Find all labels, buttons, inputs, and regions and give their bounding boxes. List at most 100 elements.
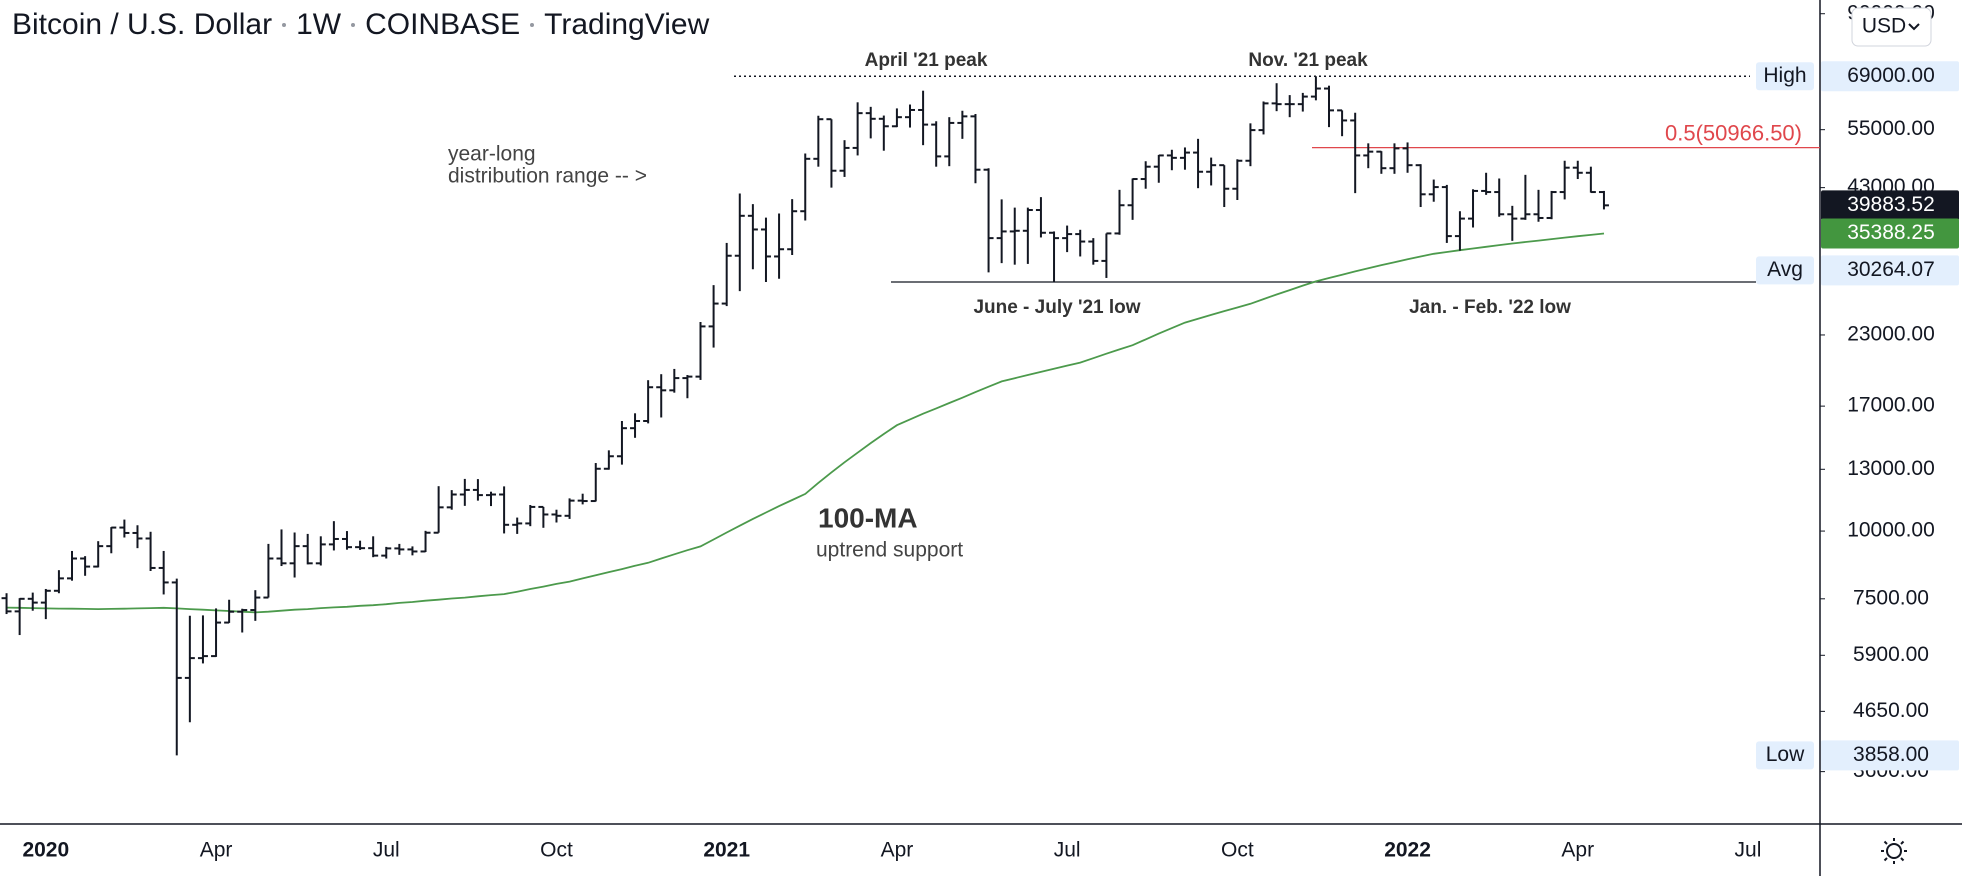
ohlc-bar bbox=[459, 478, 470, 506]
ohlc-bar bbox=[197, 615, 208, 664]
ohlc-bar bbox=[394, 543, 405, 555]
ohlc-bar bbox=[538, 505, 549, 528]
ohlc-bar bbox=[603, 450, 614, 470]
ohlc-bar bbox=[643, 380, 654, 424]
ohlc-bar bbox=[472, 479, 483, 501]
ohlc-bar bbox=[1585, 166, 1596, 194]
x-tick-label: 2020 bbox=[22, 839, 69, 862]
ohlc-bar bbox=[1376, 150, 1387, 174]
title-separator bbox=[530, 23, 535, 27]
ohlc-bar bbox=[368, 536, 379, 558]
tag-name-box bbox=[1756, 62, 1814, 91]
ohlc-bar bbox=[119, 519, 130, 538]
ohlc-bar bbox=[355, 540, 366, 550]
ohlc-bar bbox=[40, 588, 51, 620]
x-tick-label: 2022 bbox=[1384, 839, 1431, 862]
ohlc-bar bbox=[1062, 225, 1073, 253]
ohlc-bar bbox=[1402, 142, 1413, 173]
ohlc-bar bbox=[525, 505, 536, 527]
ohlc-bar bbox=[1009, 207, 1020, 265]
ohlc-bar bbox=[145, 531, 156, 572]
title-separator bbox=[282, 23, 287, 27]
ohlc-bar bbox=[315, 536, 326, 566]
chevron-icon bbox=[1908, 23, 1920, 31]
ohlc-bar bbox=[839, 140, 850, 177]
ohlc-bar bbox=[918, 90, 929, 146]
ohlc-bar bbox=[1219, 164, 1230, 208]
ohlc-bar bbox=[1546, 190, 1557, 220]
ohlc-bar bbox=[341, 531, 352, 550]
annotation: 100-MA bbox=[818, 502, 918, 533]
ohlc-bar bbox=[250, 590, 261, 621]
ohlc-bar bbox=[224, 599, 235, 624]
settings-icon[interactable] bbox=[1881, 838, 1907, 864]
ohlc-bar bbox=[1363, 143, 1374, 169]
ohlc-bar bbox=[1468, 189, 1479, 228]
ohlc-bar bbox=[132, 525, 143, 549]
y-tick-label: 13000.00 bbox=[1847, 457, 1935, 480]
ohlc-bar bbox=[983, 168, 994, 273]
ohlc-bar bbox=[328, 521, 339, 551]
x-tick-label: Apr bbox=[1561, 839, 1594, 862]
ohlc-bar bbox=[1153, 154, 1164, 183]
ohlc-bar bbox=[171, 578, 182, 756]
ohlc-bar bbox=[211, 608, 222, 658]
ohlc-bar bbox=[1481, 172, 1492, 195]
ohlc-bar bbox=[747, 204, 758, 270]
tag-name: Low bbox=[1766, 743, 1805, 766]
ohlc-bar bbox=[1258, 101, 1269, 135]
currency-button[interactable]: USD bbox=[1851, 7, 1932, 47]
ohlc-bar bbox=[276, 529, 287, 567]
ohlc-bar bbox=[446, 490, 457, 510]
ohlc-bar bbox=[590, 463, 601, 503]
title-part: Bitcoin / U.S. Dollar bbox=[12, 8, 273, 41]
price-tag-label: 30264.07 bbox=[1847, 258, 1935, 281]
ohlc-bar bbox=[944, 117, 955, 167]
ohlc-bar bbox=[931, 121, 942, 167]
ohlc-bar bbox=[1389, 143, 1400, 174]
ohlc-bar bbox=[1507, 205, 1518, 241]
ohlc-bar bbox=[27, 592, 38, 611]
ohlc-bar bbox=[695, 322, 706, 380]
ohlc-bar bbox=[184, 615, 195, 723]
annotation: Nov. '21 peak bbox=[1248, 50, 1368, 71]
ohlc-bar bbox=[1350, 112, 1361, 194]
ohlc-bar bbox=[865, 106, 876, 139]
ohlc-bar bbox=[1337, 109, 1348, 137]
ohlc-bar bbox=[289, 532, 300, 578]
ohlc-bar bbox=[1598, 190, 1609, 210]
y-tick-label: 10000.00 bbox=[1847, 519, 1935, 542]
x-tick-label: 2021 bbox=[703, 839, 750, 862]
ohlc-bar bbox=[669, 368, 680, 393]
price-tag-box bbox=[1821, 61, 1959, 92]
ohlc-bar bbox=[1494, 178, 1505, 217]
ohlc-bar bbox=[1049, 231, 1060, 283]
ohlc-bar bbox=[630, 413, 641, 438]
ohlc-bar bbox=[1454, 211, 1465, 251]
tag-name-box bbox=[1756, 256, 1814, 285]
ohlc-bar bbox=[1206, 157, 1217, 186]
ohlc-bar bbox=[1428, 179, 1439, 202]
currency-button-box bbox=[1851, 7, 1932, 47]
ohlc-bar bbox=[616, 420, 627, 465]
ohlc-bar bbox=[564, 498, 575, 519]
price-tag-label: 39883.52 bbox=[1847, 193, 1935, 216]
ohlc-bar bbox=[433, 486, 444, 534]
ohlc-bar bbox=[787, 199, 798, 256]
ohlc-bar bbox=[760, 217, 771, 283]
ohlc-bar bbox=[1114, 189, 1125, 235]
ohlc-bar bbox=[53, 570, 64, 594]
y-tick-label: 55000.00 bbox=[1847, 117, 1935, 140]
moving-average-line bbox=[6, 232, 1605, 614]
annotation: distribution range -- > bbox=[448, 165, 647, 188]
ohlc-bar bbox=[499, 486, 510, 534]
ohlc-bar bbox=[852, 102, 863, 156]
x-tick-label: Apr bbox=[200, 839, 233, 862]
ohlc-bar bbox=[774, 213, 785, 279]
ohlc-bar bbox=[1520, 174, 1531, 220]
ohlc-bar bbox=[813, 115, 824, 167]
ohlc-bar bbox=[486, 491, 497, 507]
ohlc-bar bbox=[682, 375, 693, 399]
ohlc-bar bbox=[1415, 164, 1426, 208]
